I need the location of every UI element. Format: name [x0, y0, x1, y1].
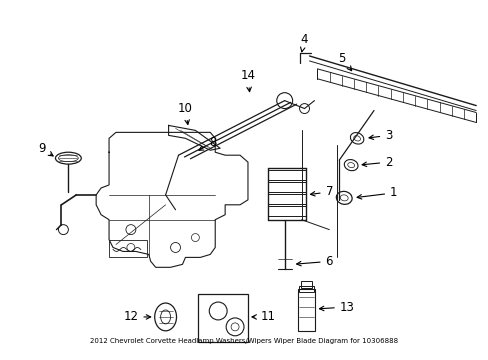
Bar	[298, 286, 314, 292]
Text: 5: 5	[338, 53, 351, 71]
Text: 7: 7	[310, 185, 332, 198]
Ellipse shape	[154, 303, 176, 331]
Text: 4: 4	[300, 33, 307, 52]
Text: 8: 8	[199, 136, 217, 150]
Text: 13: 13	[319, 301, 354, 314]
Text: 2012 Chevrolet Corvette Headlamp Washers/Wipers Wiper Blade Diagram for 10306888: 2012 Chevrolet Corvette Headlamp Washers…	[90, 338, 397, 344]
Bar	[198, 294, 247, 342]
Polygon shape	[96, 132, 247, 267]
Bar	[267, 182, 305, 192]
Bar	[297, 289, 315, 331]
Text: 10: 10	[178, 102, 192, 125]
Bar	[267, 170, 305, 180]
Text: 2: 2	[362, 156, 392, 168]
Polygon shape	[168, 125, 220, 150]
Text: 1: 1	[356, 186, 397, 199]
Text: 9: 9	[38, 142, 53, 156]
Text: 6: 6	[296, 255, 332, 268]
Bar	[300, 281, 312, 288]
Ellipse shape	[336, 192, 351, 204]
Ellipse shape	[344, 159, 357, 171]
Ellipse shape	[350, 132, 363, 144]
Ellipse shape	[55, 152, 81, 164]
Bar	[267, 206, 305, 216]
Text: 11: 11	[251, 310, 275, 323]
Text: 3: 3	[368, 129, 392, 142]
Text: 12: 12	[123, 310, 150, 323]
Bar	[109, 239, 146, 257]
Bar	[267, 194, 305, 204]
Text: 14: 14	[240, 69, 255, 92]
